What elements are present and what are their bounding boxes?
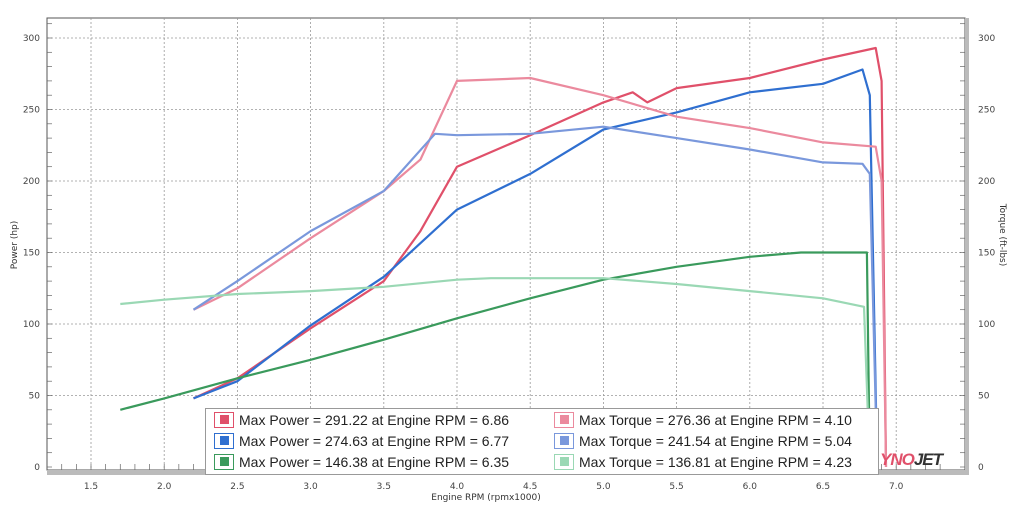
x-tick-label: 7.0: [889, 482, 904, 492]
y2-tick-label: 150: [978, 249, 995, 259]
legend-label: Max Torque = 136.81 at Engine RPM = 4.23: [579, 453, 852, 470]
legend-swatch: [554, 411, 574, 428]
y-tick-label: 300: [23, 34, 40, 44]
x-tick-label: 4.5: [523, 482, 537, 492]
y2-tick-label: 50: [978, 392, 990, 402]
y-tick-label: 100: [23, 320, 40, 330]
y2-tick-label: 300: [978, 34, 995, 44]
legend-label: Max Torque = 276.36 at Engine RPM = 4.10: [579, 411, 852, 428]
legend-item: Max Power = 291.22 at Engine RPM = 6.86: [206, 409, 546, 430]
series-line-power-green: [120, 251, 871, 468]
y2-axis-label: Torque (ft-lbs): [997, 203, 1007, 267]
legend: Max Power = 291.22 at Engine RPM = 6.86 M…: [205, 408, 879, 475]
legend-swatch: [214, 453, 234, 470]
x-tick-label: 1.5: [84, 482, 98, 492]
legend-label: Max Power = 146.38 at Engine RPM = 6.35: [239, 453, 510, 470]
legend-label: Max Torque = 241.54 at Engine RPM = 5.04: [579, 432, 852, 449]
x-tick-label: 3.5: [377, 482, 391, 492]
x-tick-label: 3.0: [303, 482, 318, 492]
y-tick-label: 150: [23, 249, 40, 259]
y-tick-label: 200: [23, 177, 40, 187]
y-axis-label: Power (hp): [10, 221, 20, 270]
legend-label: Max Power = 274.63 at Engine RPM = 6.77: [239, 432, 510, 449]
plot-area: [46, 17, 966, 471]
legend-item: Max Power = 146.38 at Engine RPM = 6.35: [206, 451, 546, 472]
legend-swatch: [214, 411, 234, 428]
legend-item: Max Power = 274.63 at Engine RPM = 6.77: [206, 430, 546, 451]
x-tick-label: 5.0: [596, 482, 611, 492]
x-tick-label: 4.0: [450, 482, 465, 492]
y-tick-label: 250: [23, 106, 40, 116]
legend-item: Max Torque = 276.36 at Engine RPM = 4.10: [546, 409, 876, 430]
series-line-power-blue: [193, 68, 879, 468]
y2-tick-label: 200: [978, 177, 995, 187]
x-tick-label: 2.5: [230, 482, 244, 492]
y2-tick-label: 100: [978, 320, 995, 330]
legend-swatch: [554, 453, 574, 470]
x-tick-label: 2.0: [157, 482, 172, 492]
series-line-torque-green: [120, 277, 871, 468]
legend-item: Max Torque = 241.54 at Engine RPM = 5.04: [546, 430, 876, 451]
legend-swatch: [214, 432, 234, 449]
series-line-torque-blue: [192, 125, 879, 468]
series-line-torque-red: [193, 76, 888, 468]
dynojet-logo: YNOJET: [880, 450, 943, 469]
legend-label: Max Power = 291.22 at Engine RPM = 6.86: [239, 411, 510, 428]
y2-tick-label: 0: [978, 463, 984, 473]
x-axis-label: Engine RPM (rpmx1000): [431, 493, 540, 503]
x-tick-label: 6.5: [816, 482, 830, 492]
legend-item: Max Torque = 136.81 at Engine RPM = 4.23: [546, 451, 876, 472]
y-tick-label: 50: [29, 392, 41, 402]
x-tick-label: 6.0: [743, 482, 758, 492]
y-tick-label: 0: [34, 463, 40, 473]
legend-swatch: [554, 432, 574, 449]
y2-tick-label: 250: [978, 106, 995, 116]
series-line-power-red: [193, 46, 888, 468]
right-axis-strip: [965, 18, 969, 475]
x-tick-label: 5.5: [669, 482, 683, 492]
